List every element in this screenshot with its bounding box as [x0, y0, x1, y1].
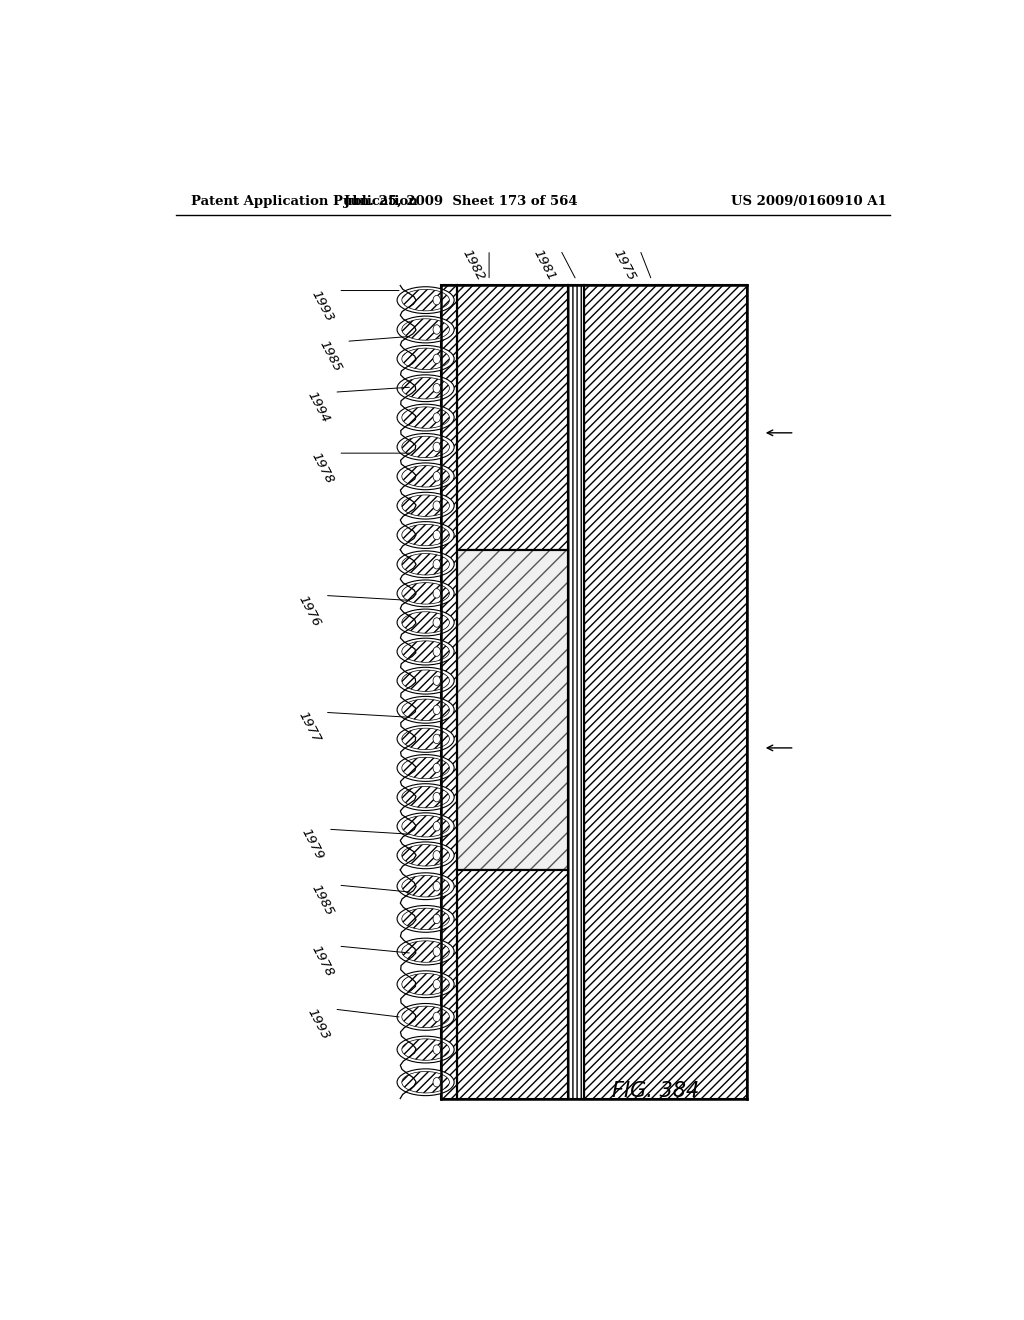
Bar: [458, 870, 568, 1098]
Ellipse shape: [397, 492, 455, 519]
Text: 1981: 1981: [531, 247, 558, 282]
Ellipse shape: [397, 375, 455, 401]
Ellipse shape: [397, 906, 455, 932]
Circle shape: [433, 560, 440, 569]
Circle shape: [433, 821, 440, 832]
Text: 1978: 1978: [309, 450, 336, 486]
Circle shape: [433, 531, 440, 540]
Bar: [568, 285, 585, 1098]
Ellipse shape: [397, 609, 455, 636]
Circle shape: [433, 676, 440, 685]
Ellipse shape: [397, 668, 455, 694]
Ellipse shape: [397, 550, 455, 578]
Bar: [458, 870, 568, 1098]
Ellipse shape: [397, 939, 455, 965]
Bar: [458, 549, 568, 870]
Circle shape: [433, 1077, 440, 1086]
Circle shape: [433, 734, 440, 743]
Ellipse shape: [397, 433, 455, 461]
Ellipse shape: [397, 346, 455, 372]
Ellipse shape: [397, 970, 455, 998]
Text: 1978: 1978: [309, 944, 336, 979]
Ellipse shape: [397, 873, 455, 900]
Text: Patent Application Publication: Patent Application Publication: [191, 194, 418, 207]
Circle shape: [433, 384, 440, 393]
Text: 1993: 1993: [309, 288, 336, 323]
Text: US 2009/0160910 A1: US 2009/0160910 A1: [731, 194, 887, 207]
Ellipse shape: [397, 315, 455, 343]
Ellipse shape: [397, 697, 455, 723]
Text: 1993: 1993: [305, 1007, 332, 1043]
Circle shape: [433, 502, 440, 511]
Ellipse shape: [397, 521, 455, 548]
Circle shape: [433, 979, 440, 989]
Ellipse shape: [397, 1003, 455, 1031]
Ellipse shape: [397, 1036, 455, 1063]
Text: 1985: 1985: [316, 339, 344, 375]
Circle shape: [433, 946, 440, 956]
Ellipse shape: [397, 1069, 455, 1096]
Circle shape: [433, 792, 440, 801]
Circle shape: [433, 589, 440, 598]
Circle shape: [433, 296, 440, 305]
Bar: [441, 285, 458, 1098]
Text: 1977: 1977: [295, 710, 323, 746]
Text: 1976: 1976: [295, 593, 323, 628]
Bar: [585, 285, 748, 1098]
Bar: [458, 285, 568, 549]
Text: FIG. 384: FIG. 384: [612, 1081, 699, 1101]
Circle shape: [433, 850, 440, 861]
Ellipse shape: [397, 784, 455, 810]
Ellipse shape: [397, 813, 455, 840]
Ellipse shape: [397, 579, 455, 607]
Ellipse shape: [397, 463, 455, 490]
Circle shape: [433, 915, 440, 924]
Circle shape: [433, 354, 440, 363]
Bar: [458, 285, 568, 549]
Text: 1994: 1994: [305, 389, 332, 425]
Bar: [585, 285, 748, 1098]
Text: Jun. 25, 2009  Sheet 173 of 564: Jun. 25, 2009 Sheet 173 of 564: [344, 194, 579, 207]
Circle shape: [433, 325, 440, 334]
Text: 1982: 1982: [460, 247, 486, 282]
Circle shape: [433, 618, 440, 627]
Circle shape: [433, 763, 440, 772]
Text: 1975: 1975: [610, 247, 638, 282]
Ellipse shape: [397, 842, 455, 869]
Text: 1985: 1985: [309, 883, 336, 919]
Ellipse shape: [397, 286, 455, 314]
Circle shape: [433, 882, 440, 891]
Ellipse shape: [397, 638, 455, 665]
Ellipse shape: [397, 755, 455, 781]
Bar: [441, 285, 458, 1098]
Circle shape: [433, 413, 440, 422]
Circle shape: [433, 705, 440, 714]
Bar: [568, 285, 585, 1098]
Ellipse shape: [397, 404, 455, 430]
Circle shape: [433, 1045, 440, 1055]
Text: 1979: 1979: [299, 826, 326, 862]
Bar: [458, 549, 568, 870]
Circle shape: [433, 442, 440, 451]
Ellipse shape: [397, 726, 455, 752]
Circle shape: [433, 1012, 440, 1022]
Circle shape: [433, 647, 440, 656]
Circle shape: [433, 471, 440, 480]
